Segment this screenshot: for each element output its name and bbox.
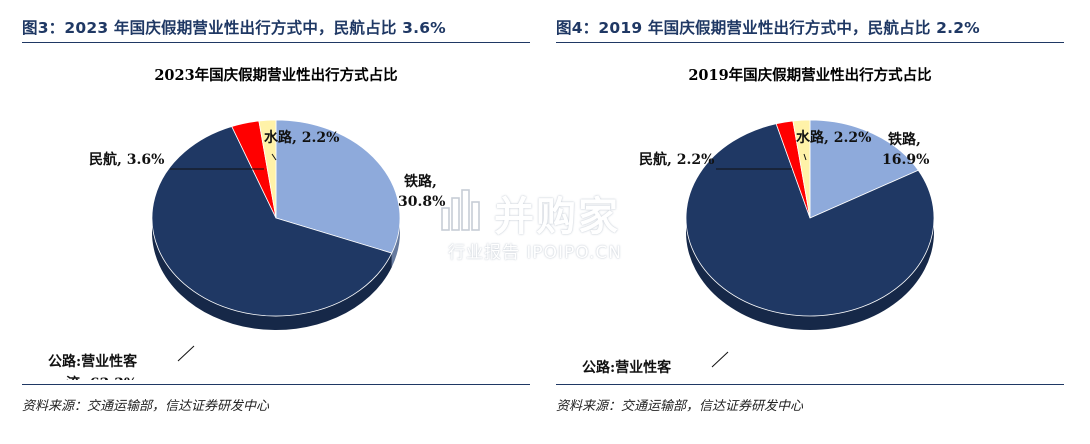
figure-panel-2023: 图3：2023 年国庆假期营业性出行方式中，民航占比 3.6% 2023年国庆假… bbox=[22, 0, 530, 444]
figure-title: 图4：2019 年国庆假期营业性出行方式中，民航占比 2.2% bbox=[556, 14, 1064, 43]
pie-chart-2019: 2019年国庆假期营业性出行方式占比 铁路,16.9%公路:营业性客流, 78.… bbox=[582, 66, 935, 376]
slice-value-label: 30.8% bbox=[398, 194, 445, 210]
chart-title: 2023年国庆假期营业性出行方式占比 bbox=[154, 66, 397, 84]
slice-value-label: 16.9% bbox=[882, 152, 929, 168]
slice-label: 水路, 2.2% bbox=[796, 129, 871, 146]
slice-label: 水路, 2.2% bbox=[264, 129, 339, 146]
leader-line bbox=[803, 153, 807, 161]
slice-label: 民航, 2.2% bbox=[639, 151, 714, 168]
pie-slice bbox=[809, 119, 919, 219]
pie-slice bbox=[151, 125, 393, 317]
source-note: 资料来源：交通运输部，信达证券研发中心 bbox=[556, 384, 1064, 414]
slice-label: 公路:营业性客 bbox=[48, 353, 138, 370]
pie-slice bbox=[685, 123, 935, 317]
slice-label: 民航, 3.6% bbox=[89, 151, 164, 168]
slice-label: 铁路, bbox=[404, 173, 437, 190]
figure-title: 图3：2023 年国庆假期营业性出行方式中，民航占比 3.6% bbox=[22, 14, 530, 43]
pie-slice bbox=[275, 119, 401, 254]
slice-label: 公路:营业性客 bbox=[582, 359, 672, 376]
slice-label: 铁路, bbox=[888, 131, 921, 148]
pie-chart-2023: 2023年国庆假期营业性出行方式占比 铁路, 30.8% 公路:营业性客流, 63.… bbox=[48, 66, 445, 380]
slice-value-label: 流, 63.3% bbox=[66, 375, 137, 380]
leader-line bbox=[271, 153, 277, 161]
source-note: 资料来源：交通运输部，信达证券研发中心 bbox=[22, 384, 530, 414]
chart-title: 2019年国庆假期营业性出行方式占比 bbox=[688, 66, 931, 84]
pie-slice bbox=[792, 119, 811, 219]
pie-slice-side bbox=[391, 218, 400, 268]
leader-line bbox=[711, 351, 729, 368]
pie-slice bbox=[258, 119, 277, 219]
figure-panel-2019: 图4：2019 年国庆假期营业性出行方式中，民航占比 2.2% 2019年国庆假… bbox=[556, 0, 1064, 444]
leader-line bbox=[177, 345, 195, 362]
